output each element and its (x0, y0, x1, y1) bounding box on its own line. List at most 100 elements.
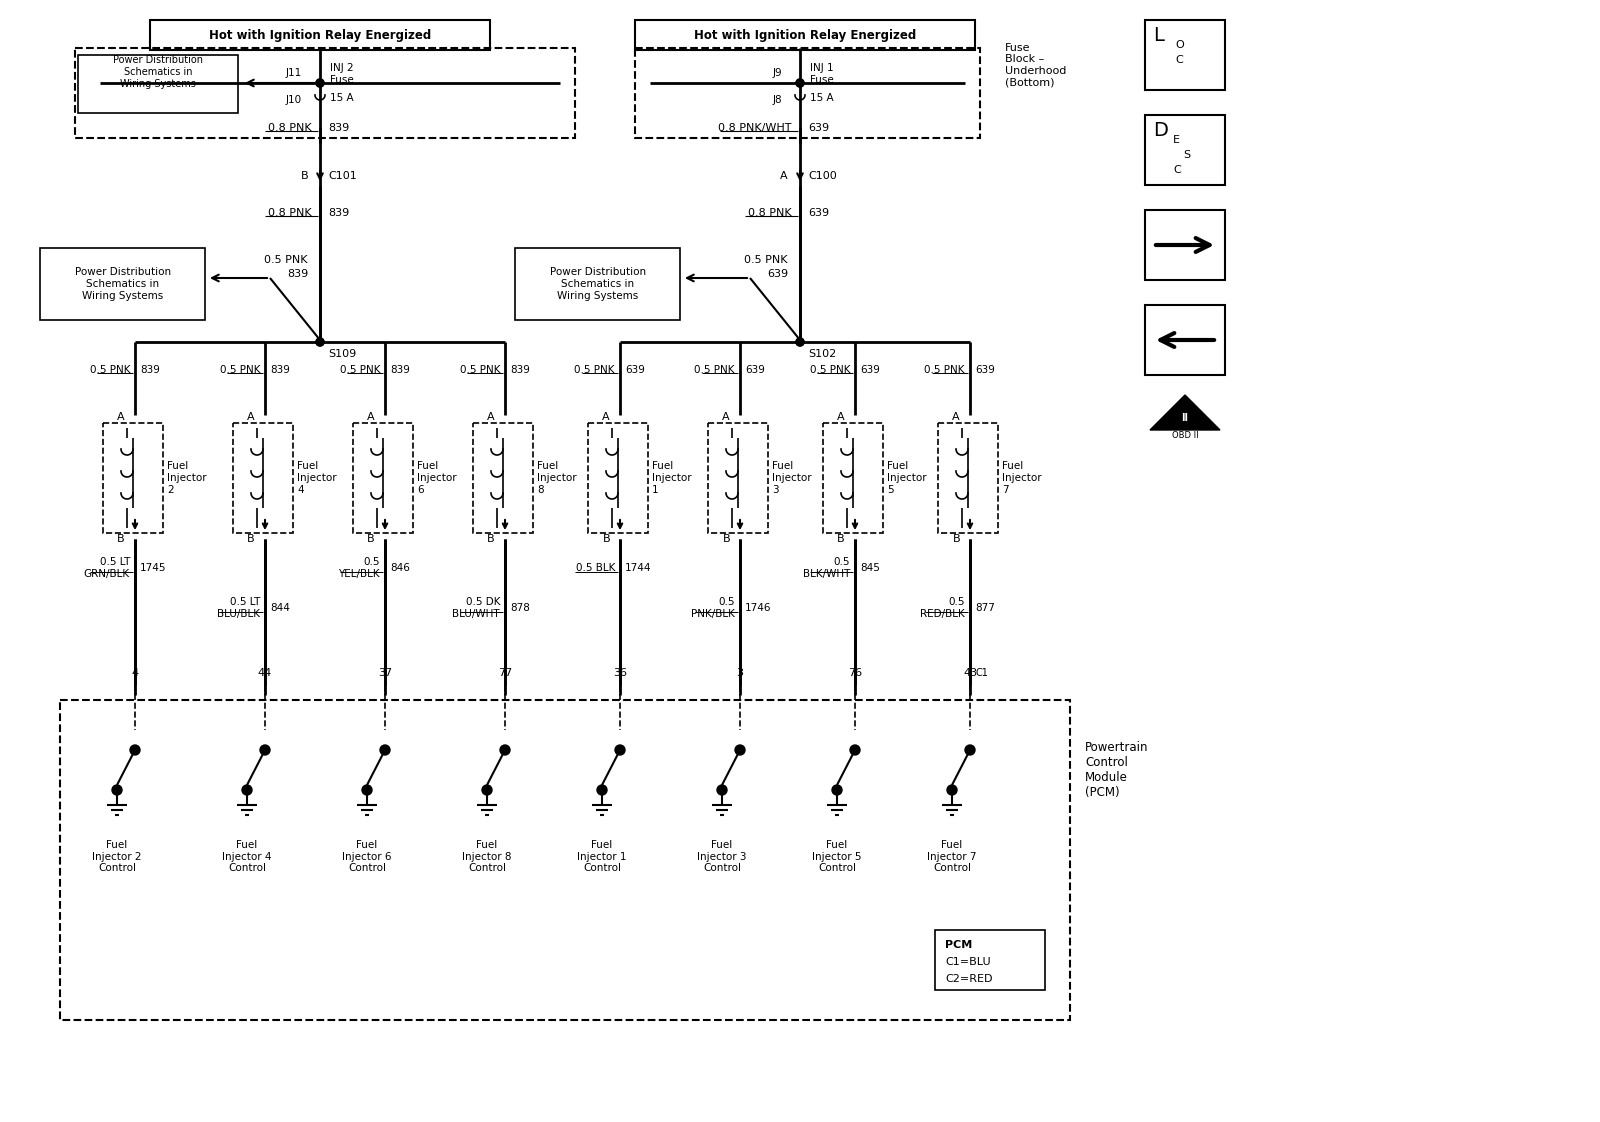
Text: Fuel
Injector 8
Control: Fuel Injector 8 Control (462, 840, 512, 873)
Text: 3: 3 (736, 668, 744, 678)
Text: 44: 44 (258, 668, 272, 678)
Circle shape (797, 79, 805, 88)
Bar (1146, 305, 1226, 375)
Text: 846: 846 (390, 563, 410, 573)
Text: 0.5
YEL/BLK: 0.5 YEL/BLK (338, 558, 381, 579)
Text: A: A (368, 412, 374, 422)
Text: II: II (1181, 413, 1189, 423)
Text: 639: 639 (808, 208, 829, 218)
Text: J10: J10 (286, 95, 302, 105)
Circle shape (832, 785, 842, 795)
Text: Fuel
Injector
3: Fuel Injector 3 (771, 461, 811, 495)
Text: 839: 839 (328, 208, 349, 218)
Text: 0.5 PNK: 0.5 PNK (219, 365, 259, 375)
Text: C100: C100 (808, 171, 837, 181)
Text: Fuel
Injector 6
Control: Fuel Injector 6 Control (342, 840, 392, 873)
Text: A: A (952, 412, 960, 422)
Text: Fuel
Injector
5: Fuel Injector 5 (886, 461, 926, 495)
Text: 639: 639 (861, 365, 880, 375)
Polygon shape (1150, 395, 1221, 430)
Text: 639: 639 (974, 365, 995, 375)
Text: A: A (722, 412, 730, 422)
Text: 0.5 PNK: 0.5 PNK (264, 255, 307, 265)
Text: 1746: 1746 (746, 603, 771, 613)
Text: 0.5 BLK: 0.5 BLK (576, 563, 614, 573)
Text: Fuel
Injector 4
Control: Fuel Injector 4 Control (222, 840, 272, 873)
Text: Power Distribution
Schematics in
Wiring Systems: Power Distribution Schematics in Wiring … (114, 55, 203, 89)
Text: 0.5 PNK: 0.5 PNK (90, 365, 130, 375)
Text: Fuse
Block –
Underhood
(Bottom): Fuse Block – Underhood (Bottom) (1005, 43, 1066, 88)
Text: C: C (1174, 55, 1182, 65)
Text: 1744: 1744 (626, 563, 651, 573)
Bar (234, 423, 293, 533)
Text: B: B (722, 534, 730, 544)
Text: A: A (781, 171, 787, 181)
Bar (1146, 20, 1226, 90)
Text: Fuel
Injector
7: Fuel Injector 7 (1002, 461, 1042, 495)
Text: 0.5
BLK/WHT: 0.5 BLK/WHT (803, 558, 850, 579)
Bar (635, 48, 979, 138)
Text: A: A (117, 412, 125, 422)
Circle shape (259, 745, 270, 755)
Circle shape (797, 338, 805, 346)
Text: Hot with Ignition Relay Energized: Hot with Ignition Relay Energized (210, 28, 430, 42)
Text: 0.8 PNK: 0.8 PNK (269, 208, 312, 218)
Text: 639: 639 (746, 365, 765, 375)
Text: 4: 4 (131, 668, 139, 678)
Text: 0.5 PNK: 0.5 PNK (810, 365, 850, 375)
Bar (1146, 114, 1226, 185)
Text: 0.5 LT
GRN/BLK: 0.5 LT GRN/BLK (83, 558, 130, 579)
Bar (150, 20, 490, 50)
Text: 0.8 PNK: 0.8 PNK (269, 123, 312, 134)
Text: 639: 639 (626, 365, 645, 375)
Text: Fuel
Injector
2: Fuel Injector 2 (166, 461, 206, 495)
Bar (707, 423, 768, 533)
Text: Fuel
Injector 5
Control: Fuel Injector 5 Control (813, 840, 862, 873)
Text: 15 A: 15 A (330, 93, 354, 103)
Text: 845: 845 (861, 563, 880, 573)
Text: S102: S102 (808, 349, 837, 359)
Text: 0.5
PNK/BLK: 0.5 PNK/BLK (691, 597, 734, 619)
Bar (75, 48, 574, 138)
Bar (635, 20, 974, 50)
Text: Fuel
Injector 3
Control: Fuel Injector 3 Control (698, 840, 747, 873)
Text: C1=BLU: C1=BLU (946, 957, 990, 967)
Text: Fuse: Fuse (330, 75, 354, 85)
Circle shape (965, 745, 974, 755)
Text: 0.5 DK
BLU/WHT: 0.5 DK BLU/WHT (453, 597, 499, 619)
Text: 878: 878 (510, 603, 530, 613)
Text: A: A (248, 412, 254, 422)
Text: 839: 839 (141, 365, 160, 375)
Text: INJ 1: INJ 1 (810, 63, 834, 73)
Text: J9: J9 (773, 68, 782, 79)
Circle shape (499, 745, 510, 755)
Circle shape (597, 785, 606, 795)
Text: C2=RED: C2=RED (946, 974, 992, 984)
Text: 877: 877 (974, 603, 995, 613)
Text: S: S (1182, 150, 1190, 160)
Text: 639: 639 (808, 123, 829, 134)
Text: 37: 37 (378, 668, 392, 678)
Bar (354, 423, 413, 533)
Text: INJ 2: INJ 2 (330, 63, 354, 73)
Bar (78, 55, 238, 113)
Bar (61, 700, 1070, 1020)
Bar (1146, 210, 1226, 280)
Text: 839: 839 (328, 123, 349, 134)
Bar (589, 423, 648, 533)
Text: 0.5 LT
BLU/BLK: 0.5 LT BLU/BLK (218, 597, 259, 619)
Text: 839: 839 (286, 269, 307, 279)
Circle shape (112, 785, 122, 795)
Text: 0.5
RED/BLK: 0.5 RED/BLK (920, 597, 965, 619)
Circle shape (317, 79, 323, 88)
Circle shape (947, 785, 957, 795)
Text: Hot with Ignition Relay Energized: Hot with Ignition Relay Energized (694, 28, 917, 42)
Text: Fuel
Injector 2
Control: Fuel Injector 2 Control (93, 840, 142, 873)
Text: Fuel
Injector 7
Control: Fuel Injector 7 Control (928, 840, 976, 873)
Text: 15 A: 15 A (810, 93, 834, 103)
Text: Fuel
Injector 1
Control: Fuel Injector 1 Control (578, 840, 627, 873)
Bar (515, 248, 680, 320)
Text: B: B (117, 534, 125, 544)
Circle shape (482, 785, 493, 795)
Text: 839: 839 (390, 365, 410, 375)
